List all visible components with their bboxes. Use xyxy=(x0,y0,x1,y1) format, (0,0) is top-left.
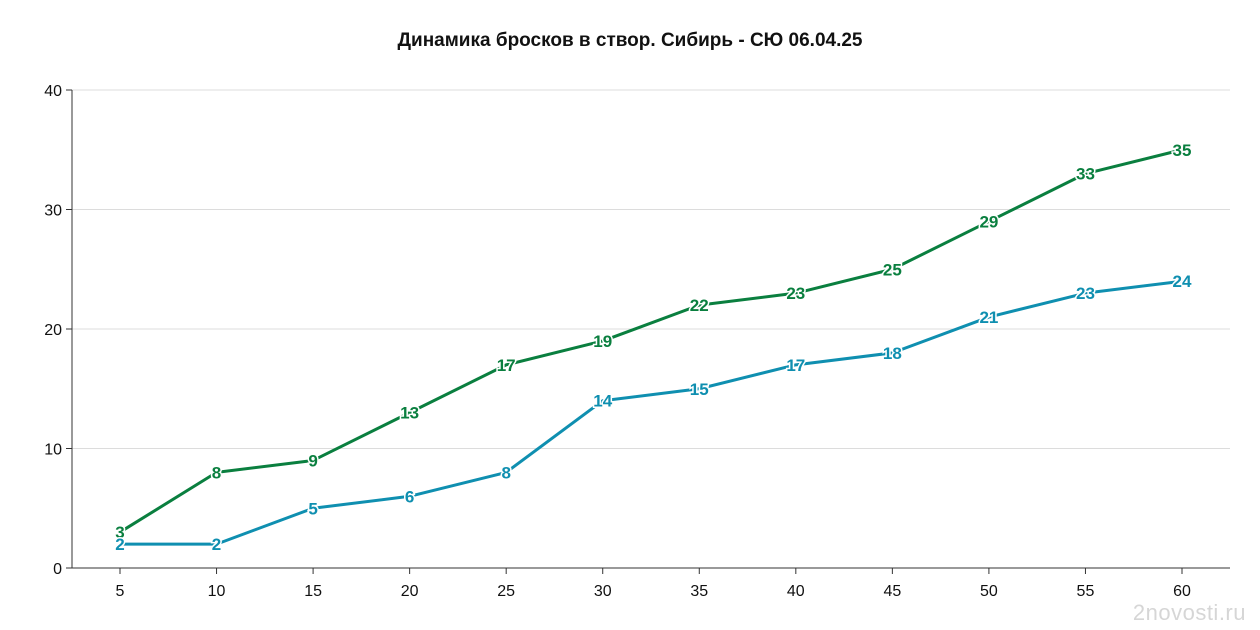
data-label: 5 xyxy=(308,499,317,518)
y-tick-label: 0 xyxy=(53,561,62,578)
x-tick-label: 40 xyxy=(787,583,805,600)
data-label: 17 xyxy=(786,356,805,375)
data-label: 8 xyxy=(212,463,221,482)
series-line-2 xyxy=(118,279,1184,546)
data-label: 8 xyxy=(501,463,510,482)
x-tick-label: 20 xyxy=(401,583,419,600)
data-label: 2 xyxy=(212,535,221,554)
x-tick-label: 30 xyxy=(594,583,612,600)
y-tick-label: 30 xyxy=(44,203,62,220)
x-tick-label: 55 xyxy=(1077,583,1095,600)
data-label: 24 xyxy=(1173,272,1192,291)
x-tick-label: 45 xyxy=(883,583,901,600)
data-label: 2 xyxy=(115,535,124,554)
data-label: 17 xyxy=(497,356,516,375)
data-label: 25 xyxy=(883,260,902,279)
y-tick-label: 20 xyxy=(44,322,62,339)
y-tick-label: 10 xyxy=(44,442,62,459)
data-label: 6 xyxy=(405,487,414,506)
x-tick-labels: 5 10 15 20 25 30 35 40 45 50 55 60 xyxy=(116,583,1191,600)
x-tick-label: 60 xyxy=(1173,583,1191,600)
grid-lines xyxy=(72,89,1230,449)
chart-title: Динамика бросков в створ. Сибирь - СЮ 06… xyxy=(397,30,863,51)
series-line-1 xyxy=(118,148,1184,534)
x-tick-label: 10 xyxy=(208,583,226,600)
x-tick-label: 35 xyxy=(690,583,708,600)
data-label: 29 xyxy=(979,212,998,231)
data-label: 15 xyxy=(690,380,709,399)
data-label: 19 xyxy=(593,332,612,351)
y-tick-label: 40 xyxy=(44,83,62,100)
data-label: 22 xyxy=(690,296,709,315)
x-tick-label: 50 xyxy=(980,583,998,600)
x-tick-label: 5 xyxy=(116,583,125,600)
watermark: 2novosti.ru xyxy=(1132,600,1246,625)
data-label: 14 xyxy=(593,392,612,411)
data-label: 9 xyxy=(308,451,317,470)
data-label: 3 xyxy=(115,523,124,542)
y-tick-labels: 0 10 20 30 40 xyxy=(44,83,62,578)
x-tick-label: 25 xyxy=(497,583,515,600)
data-label: 23 xyxy=(786,284,805,303)
series-lines xyxy=(118,148,1184,546)
data-label: 18 xyxy=(883,344,902,363)
axes xyxy=(66,89,1230,574)
data-label: 13 xyxy=(400,404,419,423)
data-label: 21 xyxy=(979,308,998,327)
data-label: 35 xyxy=(1173,141,1192,160)
data-label: 33 xyxy=(1076,165,1095,184)
data-label: 23 xyxy=(1076,284,1095,303)
x-tick-label: 15 xyxy=(304,583,322,600)
